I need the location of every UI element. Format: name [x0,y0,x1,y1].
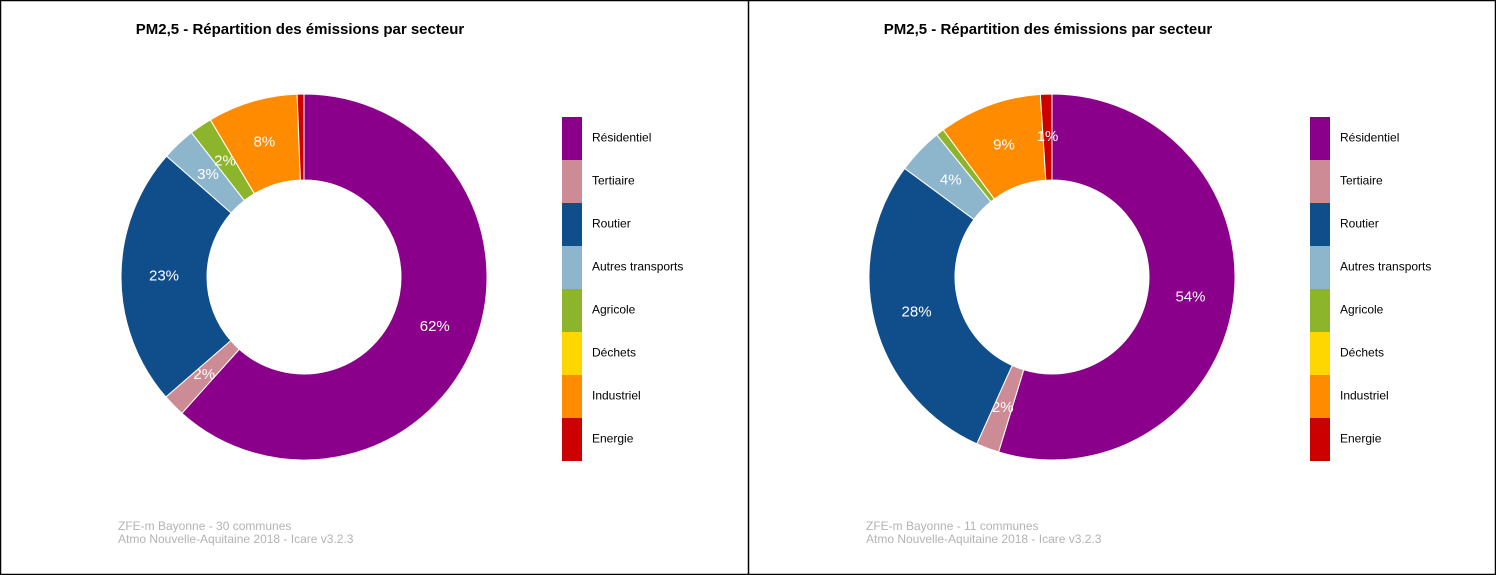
chart-title: PM2,5 - Répartition des émissions par se… [884,21,1213,38]
donut-slice [181,93,488,461]
legend-swatch [562,117,582,160]
legend-swatch [1310,160,1330,203]
legend-label: Tertiaire [1340,174,1383,188]
legend-swatch [562,375,582,418]
panel-border [748,0,1496,575]
legend-swatch [1310,418,1330,461]
data-label: 8% [253,134,275,151]
donut-slice [1039,93,1053,181]
data-label: 2% [214,152,236,169]
footnote: ZFE-m Bayonne - 11 communes [866,519,1039,533]
legend-label: Agricole [1340,303,1384,317]
donut-slice [868,167,1013,445]
legend-label: Déchets [592,346,636,360]
data-label: 2% [193,366,215,383]
panel-border [0,0,748,575]
legend-label: Autres transports [1340,260,1431,274]
data-label: 9% [993,136,1015,153]
legend-label: Energie [1340,432,1382,446]
data-label: 54% [1175,289,1205,306]
legend-swatch [562,160,582,203]
data-label: 4% [940,171,962,188]
legend-label: Routier [1340,217,1379,231]
legend-swatch [562,289,582,332]
legend-swatch [1310,289,1330,332]
legend-swatch [1310,203,1330,246]
legend-swatch [562,203,582,246]
legend-label: Industriel [1340,389,1389,403]
data-label: 28% [902,303,932,320]
footnote: Atmo Nouvelle-Aquitaine 2018 - Icare v3.… [118,532,354,546]
data-label: 62% [420,318,450,335]
footnote: ZFE-m Bayonne - 30 communes [118,519,291,533]
data-label: 23% [149,268,179,285]
donut-slice [997,93,1236,461]
donut-slice [120,155,232,398]
chart-panel: PM2,5 - Répartition des émissions par se… [0,0,748,575]
legend-label: Tertiaire [592,174,635,188]
legend-label: Agricole [592,303,636,317]
legend-swatch [1310,332,1330,375]
data-label: 2% [992,399,1014,416]
legend-swatch [562,246,582,289]
legend-label: Résidentiel [592,131,651,145]
legend-swatch [1310,246,1330,289]
footnote: Atmo Nouvelle-Aquitaine 2018 - Icare v3.… [866,532,1102,546]
chart-panel: PM2,5 - Répartition des émissions par se… [748,0,1496,575]
data-label: 1% [1037,128,1059,145]
legend-swatch [1310,117,1330,160]
legend-label: Déchets [1340,346,1384,360]
legend-label: Industriel [592,389,641,403]
legend-label: Energie [592,432,634,446]
legend-label: Autres transports [592,260,683,274]
legend-swatch [562,418,582,461]
legend-swatch [1310,375,1330,418]
donut-slice [296,93,305,181]
legend-label: Routier [592,217,631,231]
data-label: 3% [197,166,219,183]
chart-title: PM2,5 - Répartition des émissions par se… [136,21,465,38]
legend-swatch [562,332,582,375]
legend-label: Résidentiel [1340,131,1399,145]
